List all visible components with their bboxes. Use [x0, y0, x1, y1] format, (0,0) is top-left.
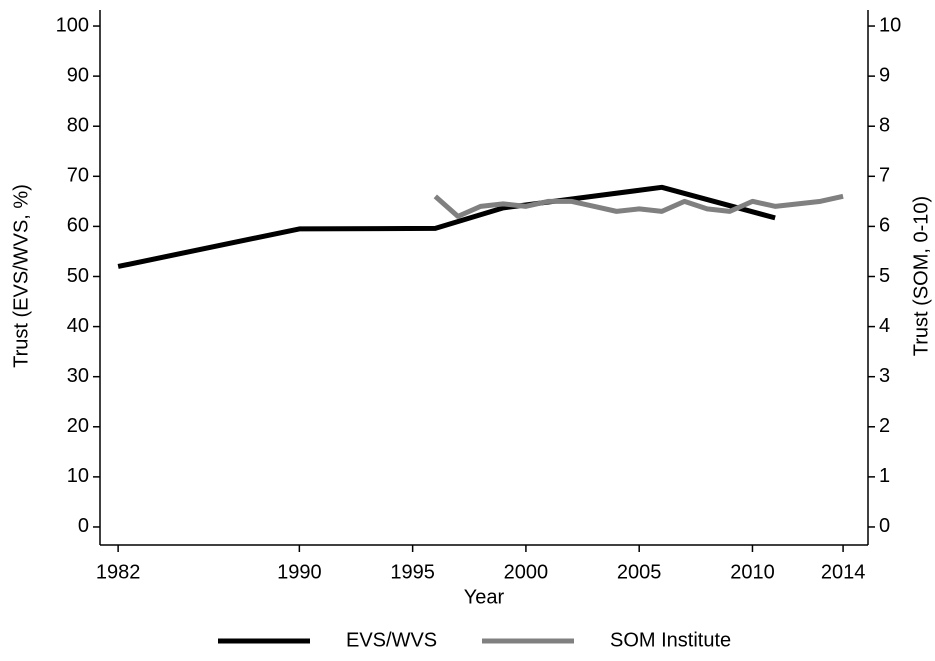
y-tick-label: 40	[67, 315, 89, 337]
y2-tick-label: 2	[879, 415, 890, 437]
y2-tick-label: 0	[879, 515, 890, 537]
y-tick-label: 90	[67, 64, 89, 86]
x-axis-label: Year	[464, 586, 505, 608]
y2-tick-label: 5	[879, 265, 890, 287]
y-tick-label: 30	[67, 365, 89, 387]
y2-tick-label: 7	[879, 165, 890, 187]
y-tick-label: 100	[56, 14, 89, 36]
y-tick-label: 0	[78, 515, 89, 537]
x-tick-label: 2005	[617, 561, 662, 583]
y2-tick-label: 6	[879, 215, 890, 237]
line-series	[117, 184, 776, 269]
y2-tick-label: 3	[879, 365, 890, 387]
x-tick-label: 1982	[96, 561, 141, 583]
y-tick-label: 80	[67, 114, 89, 136]
y-tick-label: 50	[67, 265, 89, 287]
y-tick-label: 60	[67, 215, 89, 237]
x-tick-label: 2010	[730, 561, 775, 583]
y2-tick-label: 8	[879, 114, 890, 136]
x-tick-label: 2014	[821, 561, 866, 583]
y-tick-label: 20	[67, 415, 89, 437]
y2-tick-label: 1	[879, 465, 890, 487]
x-tick-label: 2000	[504, 561, 549, 583]
y-tick-label: 70	[67, 165, 89, 187]
y2-axis-label: Trust (SOM, 0-10)	[910, 196, 932, 356]
line-series	[433, 193, 844, 219]
legend-label: EVS/WVS	[346, 629, 437, 651]
y2-tick-label: 9	[879, 64, 890, 86]
y-axis-label: Trust (EVS/WVS, %)	[10, 184, 32, 368]
y2-tick-label: 4	[879, 315, 890, 337]
legend-label: SOM Institute	[610, 629, 731, 651]
y2-tick-label: 10	[879, 14, 901, 36]
x-tick-label: 1990	[277, 561, 322, 583]
x-tick-label: 1995	[390, 561, 435, 583]
y-tick-label: 10	[67, 465, 89, 487]
